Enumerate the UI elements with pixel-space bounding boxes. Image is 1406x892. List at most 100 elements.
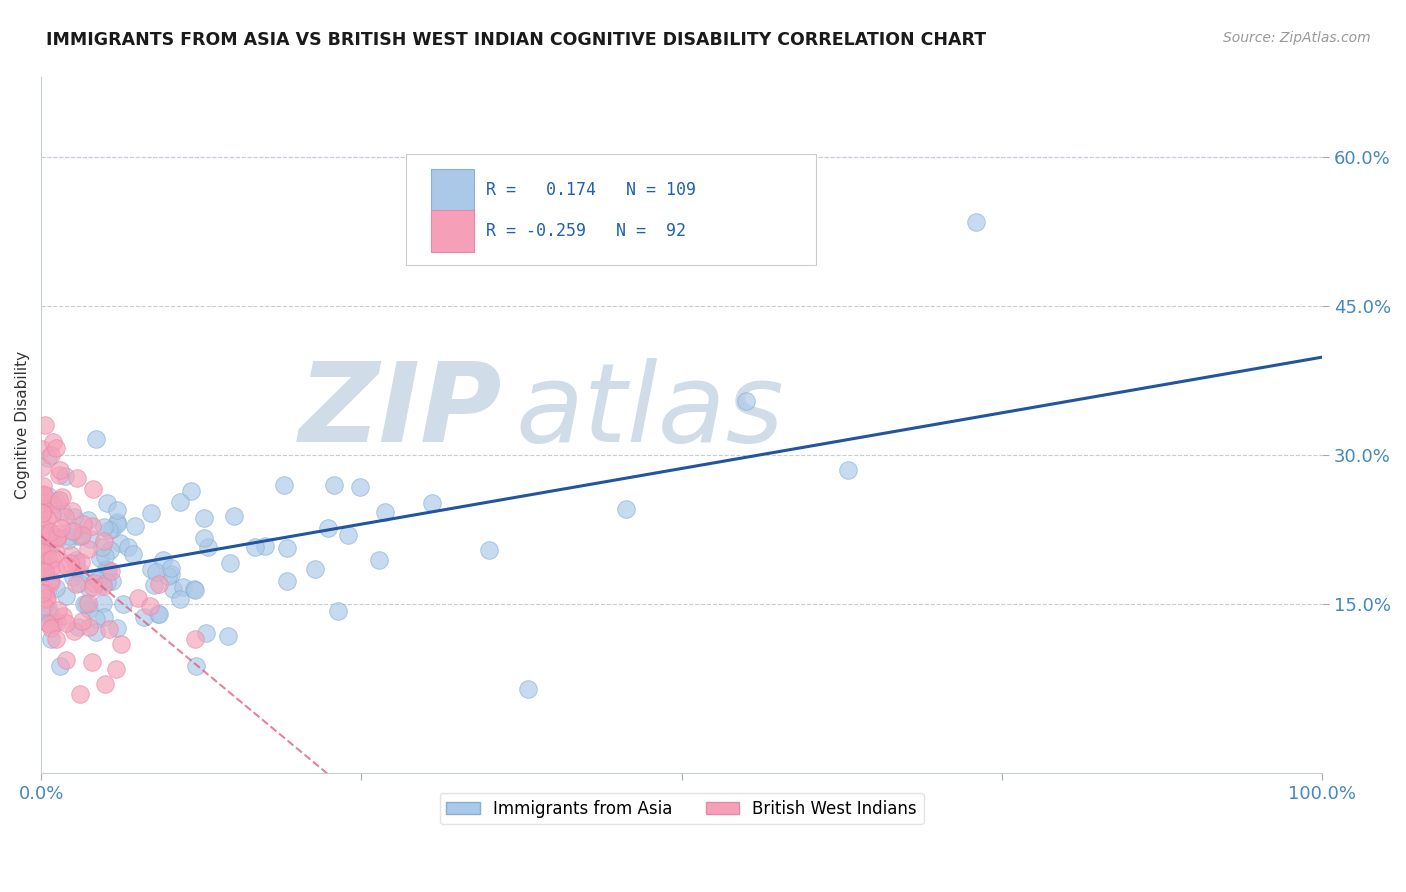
Point — [37, 591, 59, 606]
Point — [162, 582, 184, 597]
Point — [45, 563, 67, 577]
Point — [32, 488, 55, 502]
Point — [31, 586, 53, 600]
Point — [48, 493, 70, 508]
Point — [193, 510, 215, 524]
Point — [32, 507, 55, 521]
Text: Source: ZipAtlas.com: Source: ZipAtlas.com — [1223, 31, 1371, 45]
Point — [138, 599, 160, 614]
Point — [60, 549, 83, 563]
Point — [31, 545, 53, 559]
Point — [35, 547, 58, 561]
Point — [42, 616, 65, 631]
Point — [89, 551, 111, 566]
Point — [37, 542, 59, 557]
Point — [337, 528, 360, 542]
Point — [94, 677, 117, 691]
Point — [478, 543, 501, 558]
Point — [84, 612, 107, 626]
Point — [38, 607, 60, 622]
Point — [117, 540, 139, 554]
Point — [41, 621, 63, 635]
Point — [37, 582, 59, 597]
Point — [93, 519, 115, 533]
Point — [84, 625, 107, 640]
Point — [84, 433, 107, 447]
Point — [79, 533, 101, 547]
Point — [98, 524, 121, 538]
Point — [39, 448, 62, 462]
Point — [34, 546, 56, 560]
Point — [110, 637, 132, 651]
Point — [105, 516, 128, 531]
Point — [82, 580, 104, 594]
Point — [96, 574, 118, 589]
Point — [31, 492, 53, 507]
Point — [134, 609, 156, 624]
Point — [127, 591, 149, 605]
Point — [374, 505, 396, 519]
Y-axis label: Cognitive Disability: Cognitive Disability — [15, 351, 30, 500]
Point — [316, 521, 339, 535]
Point — [122, 547, 145, 561]
Point — [31, 517, 53, 532]
Point — [45, 546, 67, 560]
Point — [49, 521, 72, 535]
Point — [41, 508, 63, 522]
Point — [111, 597, 134, 611]
Point — [141, 506, 163, 520]
Point — [37, 538, 59, 552]
Point — [55, 615, 77, 630]
Point — [146, 607, 169, 622]
Point — [34, 526, 56, 541]
Point — [46, 532, 69, 546]
Point — [37, 451, 59, 466]
Point — [31, 442, 53, 457]
Point — [63, 509, 86, 524]
Point — [38, 604, 60, 618]
Point — [97, 563, 120, 577]
Point — [143, 578, 166, 592]
Point — [63, 624, 86, 639]
Point — [160, 566, 183, 581]
Point — [98, 622, 121, 636]
Point — [93, 533, 115, 548]
FancyBboxPatch shape — [406, 154, 815, 265]
Point — [55, 653, 77, 667]
Point — [55, 589, 77, 603]
Point — [38, 524, 60, 539]
Point — [34, 418, 56, 433]
Point — [65, 552, 87, 566]
Point — [368, 553, 391, 567]
Point — [32, 599, 55, 614]
Point — [83, 576, 105, 591]
Point — [66, 620, 89, 634]
Point — [224, 508, 246, 523]
Point — [87, 574, 110, 588]
Point — [49, 463, 72, 477]
Point — [59, 556, 82, 570]
Point — [45, 441, 67, 455]
Point — [48, 467, 70, 482]
Point — [70, 614, 93, 628]
Point — [41, 497, 63, 511]
Point — [169, 494, 191, 508]
Point — [76, 512, 98, 526]
Point — [44, 530, 66, 544]
Point — [98, 542, 121, 557]
Point — [66, 471, 89, 485]
Point — [32, 479, 55, 493]
Point — [48, 659, 70, 673]
Point — [152, 552, 174, 566]
Point — [139, 562, 162, 576]
Point — [94, 549, 117, 564]
Point — [77, 542, 100, 557]
Point — [32, 501, 55, 516]
Point — [322, 477, 344, 491]
Point — [86, 572, 108, 586]
Point — [159, 561, 181, 575]
Point — [184, 582, 207, 597]
Point — [41, 561, 63, 575]
Point — [52, 608, 75, 623]
Text: R =   0.174   N = 109: R = 0.174 N = 109 — [485, 181, 696, 199]
